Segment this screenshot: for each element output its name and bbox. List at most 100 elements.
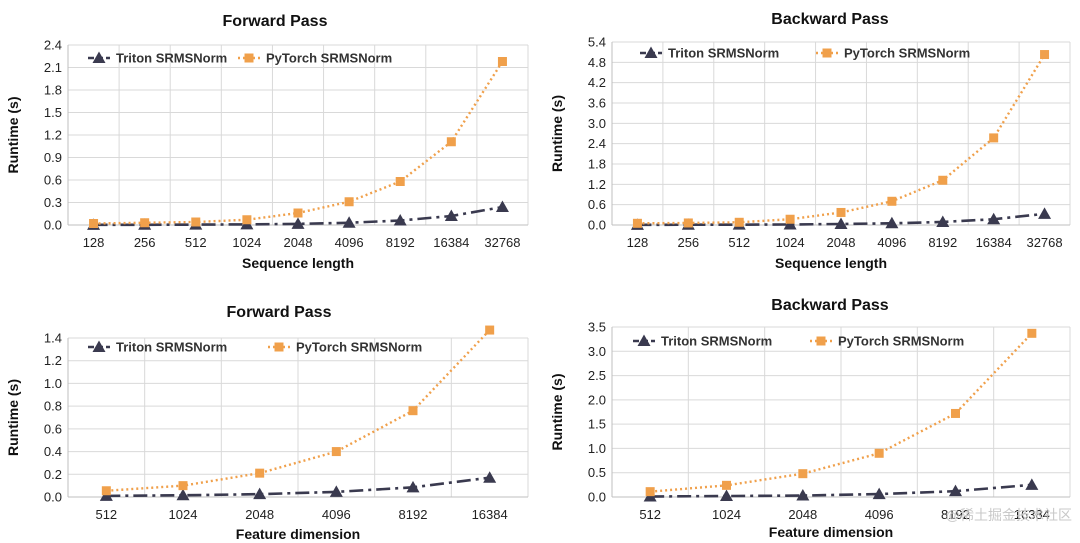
panel3-ytick-label: 0.6 — [44, 421, 62, 436]
panel4-legend-triton-label: Triton SRMSNorm — [661, 334, 772, 349]
panel2-y-axis-title: Runtime (s) — [549, 95, 565, 172]
panel2-ytick-label: 1.8 — [588, 157, 606, 172]
panel3-x-axis-title: Feature dimension — [236, 526, 360, 542]
panel1-pytorch-point — [140, 218, 150, 228]
panel4-xtick-label: 16384 — [1014, 507, 1050, 522]
panel4-triton-point — [949, 484, 962, 497]
panel1-pytorch-line — [93, 60, 504, 225]
panel2-pytorch-point — [785, 214, 795, 224]
panel1-xtick-label: 1024 — [232, 235, 261, 250]
panel2-ytick-label: 0.6 — [588, 197, 606, 212]
panel2-triton-point — [1038, 207, 1052, 219]
panel2-ytick-label: 3.6 — [588, 96, 606, 111]
panel2-pytorch-line — [637, 53, 1046, 225]
panel1-ytick-label: 1.8 — [44, 83, 62, 98]
panel3-triton-point — [176, 488, 190, 501]
panel1-xtick-label: 512 — [185, 235, 207, 250]
panel4-pytorch-point — [645, 487, 655, 497]
panel3-legend-triton-marker — [92, 340, 106, 352]
panel1-ytick-label: 1.5 — [44, 105, 62, 120]
panel2-ytick-label: 1.2 — [588, 177, 606, 192]
panel4-ytick-label: 1.0 — [588, 441, 606, 456]
panel2-chart: 0.0 0.6 1.2 1.8 2.4 3.0 3.6 4.2 4.8 5.4 128 256 512 1… — [549, 11, 1071, 271]
panel4-y-axis-title: Runtime (s) — [549, 374, 565, 451]
panel3-pytorch-point — [408, 406, 418, 416]
panel4-xtick-label: 2048 — [788, 507, 817, 522]
panel1-ytick-label: 2.1 — [44, 60, 62, 75]
panel3-legend-pytorch-marker — [274, 342, 284, 352]
panel4-triton-line — [650, 483, 1032, 498]
panel2-triton-point — [987, 212, 1001, 225]
panel1-title: Forward Pass — [223, 13, 328, 30]
panel1-legend-pytorch-marker — [244, 53, 254, 63]
panel3-xtick-label: 4096 — [322, 507, 351, 522]
panel4-pytorch-point — [874, 448, 884, 458]
panel2-legend-triton-label: Triton SRMSNorm — [668, 46, 779, 61]
panel1-legend-pytorch-label: PyTorch SRMSNorm — [266, 51, 392, 66]
panel3-pytorch-point — [101, 486, 111, 496]
panel2-pytorch-point — [836, 207, 846, 217]
panel4-ytick-label: 0.5 — [588, 465, 606, 480]
panel1-ytick-label: 0.9 — [44, 150, 62, 165]
panel3-title: Forward Pass — [227, 304, 332, 321]
panel4-triton-point — [872, 487, 886, 500]
panel2-xtick-label: 128 — [627, 235, 649, 250]
panel4-ytick-label: 2.5 — [588, 368, 606, 383]
panel4-ytick-label: 1.5 — [588, 417, 606, 432]
panel4-chart: 0.0 0.5 1.0 1.5 2.0 2.5 3.0 3.5 512 1024 2048 4096 8… — [549, 297, 1071, 540]
panel1-x-axis-title: Sequence length — [242, 255, 354, 271]
panel3-triton-point — [406, 480, 420, 493]
panel3-ytick-label: 1.4 — [44, 331, 62, 346]
panel3-xtick-label: 2048 — [245, 507, 274, 522]
panel1-pytorch-point — [191, 217, 201, 227]
panel3-xtick-label: 1024 — [169, 507, 198, 522]
panel2-pytorch-point — [938, 175, 948, 185]
panel3-legend-triton-label: Triton SRMSNorm — [116, 340, 227, 355]
panel1-xtick-label: 8192 — [386, 235, 415, 250]
panel1-xtick-label: 256 — [134, 235, 156, 250]
panel3-triton-point — [483, 471, 497, 483]
panel1-chart: 0.0 0.3 0.6 0.9 1.2 1.5 1.8 2.1 2.4 128 256 512 1024… — [5, 13, 529, 271]
panel2-title: Backward Pass — [771, 11, 889, 28]
panel1-y-axis-title: Runtime (s) — [5, 97, 21, 174]
panel4-title: Backward Pass — [771, 297, 889, 314]
panel2-pytorch-point — [734, 217, 744, 227]
panel1-pytorch-point — [446, 137, 456, 147]
panel1-ytick-label: 2.4 — [44, 38, 62, 53]
watermark: @稀土掘金技术社区 — [946, 507, 1072, 523]
panel1-xtick-label: 128 — [83, 235, 105, 250]
panel1-pytorch-point — [395, 177, 405, 186]
panel2-pytorch-point — [1040, 50, 1050, 60]
panel2-triton-line — [637, 212, 1045, 227]
panel2-ytick-label: 4.8 — [588, 55, 606, 70]
panel3-ytick-label: 0.0 — [44, 490, 62, 505]
panel4-legend-pytorch-marker — [816, 336, 826, 346]
panel1-triton-point — [342, 216, 356, 228]
panel4-pytorch-point — [951, 408, 960, 418]
panel1-triton-point — [393, 214, 407, 226]
panel4-pytorch-point — [798, 469, 808, 479]
panel4-triton-point — [796, 489, 810, 501]
panel4-ytick-label: 3.0 — [588, 344, 606, 359]
panel3-pytorch-point — [485, 325, 495, 335]
panel1-pytorch-point — [344, 197, 354, 207]
panel4-pytorch-point — [722, 480, 731, 490]
panel2-legend-triton-marker — [644, 46, 658, 58]
panel4-triton-point — [720, 489, 733, 502]
panel2-triton-point — [936, 215, 950, 227]
panel4-xtick-label: 512 — [639, 507, 661, 522]
panel3-ytick-label: 1.0 — [44, 376, 62, 391]
panel1-xtick-label: 16384 — [433, 235, 469, 250]
panel3-xtick-label: 8192 — [399, 507, 428, 522]
panel3-legend-pytorch-label: PyTorch SRMSNorm — [296, 340, 422, 355]
panel2-triton-point — [834, 217, 848, 229]
panel4-ytick-label: 0.0 — [588, 490, 606, 505]
panel1-ytick-label: 0.0 — [44, 218, 62, 233]
panel1-xtick-label: 32768 — [484, 235, 520, 250]
panel3-triton-point — [253, 487, 267, 500]
panel1-legend-triton-label: Triton SRMSNorm — [116, 51, 227, 66]
panel1-ytick-label: 0.6 — [44, 173, 62, 188]
panel3-chart: 0.0 0.2 0.4 0.6 0.8 1.0 1.2 1.4 512 1024 2048 4096 8… — [5, 304, 529, 542]
panel2-ytick-label: 0.0 — [588, 218, 606, 233]
panel2-triton-point — [783, 217, 797, 230]
